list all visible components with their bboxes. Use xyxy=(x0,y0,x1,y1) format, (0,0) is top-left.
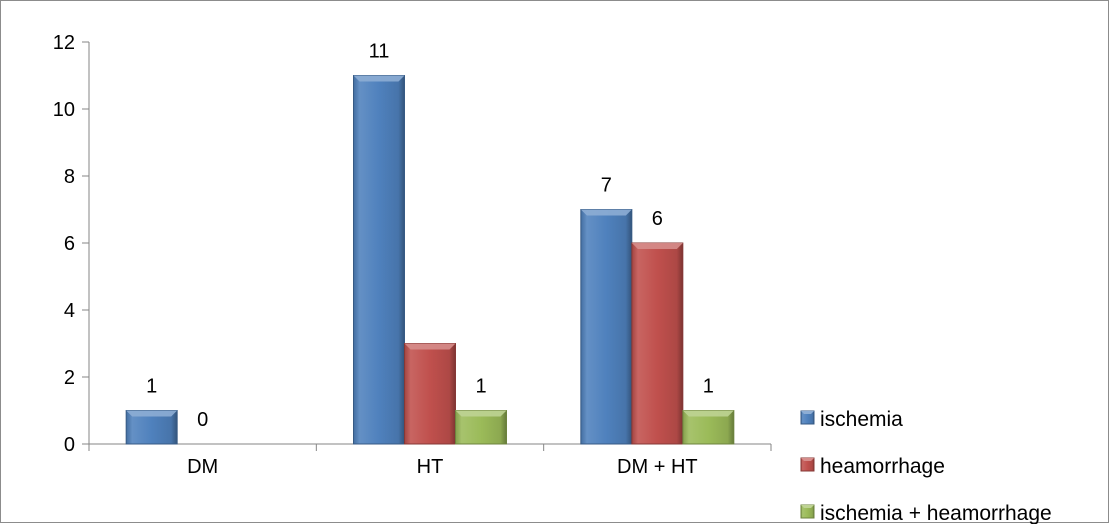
y-tick-label: 0 xyxy=(64,434,75,456)
x-category-label: HT xyxy=(417,456,444,478)
legend-label: heamorrhage xyxy=(820,455,945,478)
data-label: 1 xyxy=(703,376,714,398)
y-tick-label: 6 xyxy=(64,233,75,255)
y-tick-label: 4 xyxy=(64,300,75,322)
bar-bevel-top xyxy=(580,209,632,216)
data-label: 11 xyxy=(369,41,390,63)
bar-ischemia xyxy=(580,209,633,445)
bar-bevel-top xyxy=(404,343,456,350)
y-tick-label: 2 xyxy=(64,367,75,389)
y-tick-label: 8 xyxy=(64,166,75,188)
bar-heamorrhage xyxy=(631,242,684,445)
bar-bevel-top xyxy=(353,75,405,82)
legend-swatch-bevel xyxy=(801,505,814,508)
legend-label: ischemia + heamorrhage xyxy=(820,502,1052,524)
legend-label: ischemia xyxy=(820,408,903,431)
bar-ischemia xyxy=(353,75,405,445)
bar-bevel-top xyxy=(455,410,507,417)
y-tick-label: 10 xyxy=(53,99,75,121)
legend-swatch-bevel xyxy=(801,411,814,414)
bar-bevel-top xyxy=(682,410,734,417)
bar-bevel-top xyxy=(631,243,683,249)
data-label: 7 xyxy=(601,175,612,197)
x-category-label: DM xyxy=(187,456,218,478)
data-label: 6 xyxy=(652,208,663,230)
legend-swatch-bevel xyxy=(801,458,814,461)
data-label: 1 xyxy=(146,376,157,398)
bar-heamorrhage xyxy=(404,343,456,445)
data-label: 1 xyxy=(475,376,486,398)
y-tick-label: 12 xyxy=(53,32,75,54)
data-label: 0 xyxy=(197,409,208,431)
x-category-label: DM + HT xyxy=(617,456,698,478)
bar-bevel-top xyxy=(126,410,178,417)
